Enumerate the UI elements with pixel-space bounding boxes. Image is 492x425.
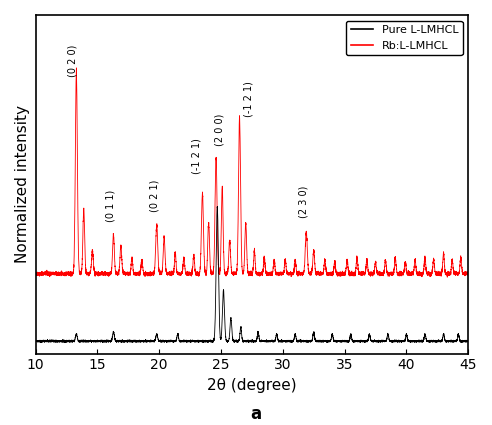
- Rb:L-LMHCL: [189, 267, 195, 272]
- X-axis label: 2θ (degree): 2θ (degree): [207, 378, 297, 393]
- Line: Pure L-LMHCL: Pure L-LMHCL: [35, 207, 468, 343]
- Pure L-LMHCL: [465, 338, 471, 343]
- Pure L-LMHCL: [32, 340, 38, 345]
- Text: (2 0 0): (2 0 0): [215, 114, 225, 146]
- Legend: Pure L-LMHCL, Rb:L-LMHCL: Pure L-LMHCL, Rb:L-LMHCL: [346, 20, 462, 55]
- Pure L-LMHCL: [215, 204, 220, 209]
- Text: (0 2 0): (0 2 0): [67, 45, 78, 77]
- Pure L-LMHCL: [353, 339, 359, 344]
- Pure L-LMHCL: [289, 339, 295, 344]
- Rb:L-LMHCL: [444, 275, 450, 280]
- Rb:L-LMHCL: [353, 260, 359, 265]
- Pure L-LMHCL: [61, 340, 67, 345]
- Rb:L-LMHCL: [32, 271, 38, 276]
- Line: Rb:L-LMHCL: Rb:L-LMHCL: [35, 68, 468, 277]
- Rb:L-LMHCL: [308, 272, 313, 277]
- Text: (-1 2 1): (-1 2 1): [191, 138, 201, 174]
- Rb:L-LMHCL: [54, 271, 60, 276]
- Pure L-LMHCL: [308, 339, 313, 344]
- Pure L-LMHCL: [189, 339, 195, 344]
- Rb:L-LMHCL: [465, 269, 471, 275]
- Text: (0 2 1): (0 2 1): [149, 179, 159, 212]
- Rb:L-LMHCL: [289, 271, 295, 276]
- Y-axis label: Normalized intensity: Normalized intensity: [15, 105, 30, 264]
- Pure L-LMHCL: [376, 338, 382, 343]
- Pure L-LMHCL: [54, 339, 60, 344]
- Text: (2 3 0): (2 3 0): [299, 186, 309, 218]
- Rb:L-LMHCL: [376, 273, 382, 278]
- Text: (0 1 1): (0 1 1): [106, 190, 116, 222]
- Rb:L-LMHCL: [73, 65, 79, 71]
- Text: a: a: [250, 405, 261, 423]
- Text: (-1 2 1): (-1 2 1): [243, 81, 253, 116]
